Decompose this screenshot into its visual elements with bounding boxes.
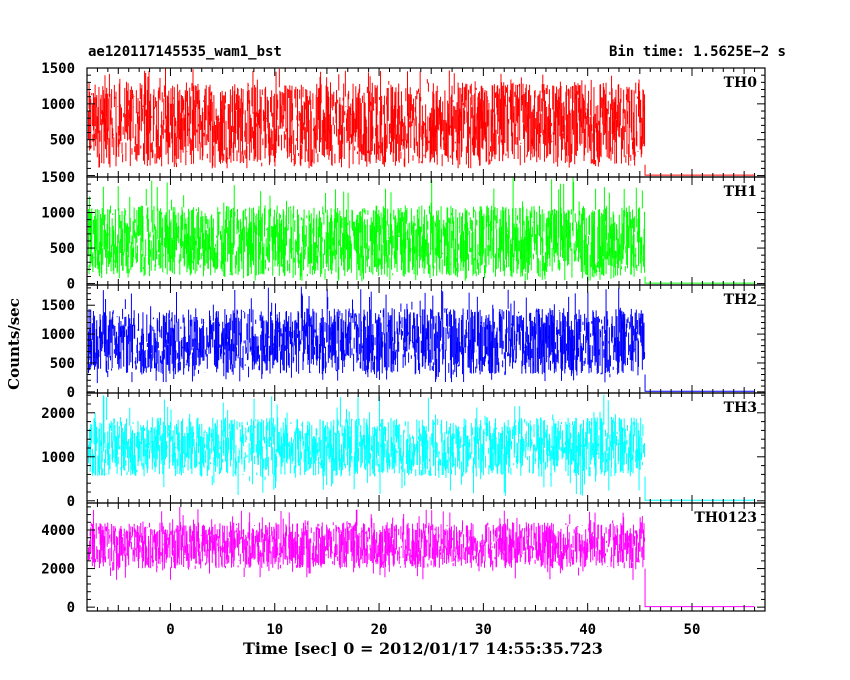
th3-panel-label: TH3	[724, 400, 757, 416]
th2-y-tick-label: 1500	[41, 298, 75, 314]
bin-time-label: Bin time: 1.5625E−2 s	[608, 44, 786, 60]
th2-y-tick-label: 1000	[41, 327, 75, 343]
th1-y-tick-label: 1500	[41, 170, 75, 186]
th3-y-tick-label: 2000	[41, 406, 75, 422]
chart-title: ae120117145535_wam1_bst	[88, 44, 282, 60]
th0123-y-tick-label: 4000	[41, 523, 75, 539]
th0-panel-label: TH0	[724, 75, 758, 91]
th0-y-tick-label: 1500	[41, 61, 75, 77]
th0123-y-tick-label: 0	[67, 600, 75, 616]
y-axis-label: Counts/sec	[4, 298, 23, 390]
th2-y-tick-label: 0	[67, 385, 75, 401]
x-tick-label: 50	[684, 622, 701, 638]
th0-y-tick-label: 1000	[41, 97, 75, 113]
th1-series-line	[88, 177, 755, 284]
th3-y-tick-label: 0	[67, 494, 75, 510]
x-tick-label: 30	[475, 622, 492, 638]
x-tick-label: 40	[579, 622, 596, 638]
th1-y-tick-label: 1000	[41, 206, 75, 222]
x-tick-label: 10	[266, 622, 283, 638]
th0-series-line	[88, 68, 755, 176]
th0123-y-tick-label: 2000	[41, 562, 75, 578]
th2-panel-label: TH2	[724, 292, 757, 308]
th0123-series-line	[88, 507, 755, 608]
th0123-panel-frame	[86, 502, 766, 612]
x-axis-label: Time [sec] 0 = 2012/01/17 14:55:35.723	[243, 639, 603, 658]
x-tick-label: 0	[166, 622, 174, 638]
th0-y-tick-label: 500	[50, 133, 75, 149]
th3-series-line	[88, 394, 755, 501]
th1-panel-label: TH1	[724, 184, 757, 200]
th2-y-tick-label: 500	[50, 356, 75, 372]
th3-y-tick-label: 1000	[41, 450, 75, 466]
th1-y-tick-label: 0	[67, 277, 75, 293]
x-tick-label: 20	[371, 622, 388, 638]
th2-series-line	[88, 286, 755, 392]
th0123-panel-label: TH0123	[694, 510, 757, 526]
th1-y-tick-label: 500	[50, 241, 75, 257]
